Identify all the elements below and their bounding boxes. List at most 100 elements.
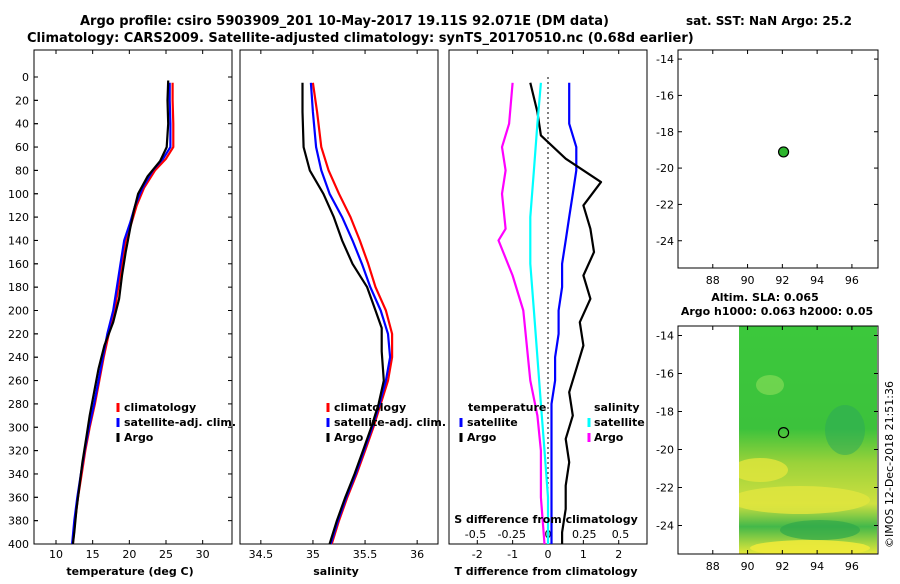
series-line-argo (301, 82, 385, 545)
s-diff-tick-label: 0.25 (572, 528, 597, 541)
sla-map-title-line1: Altim. SLA: 0.065 (711, 291, 818, 304)
map-y-tick-label: -16 (656, 89, 674, 102)
temperature-panel-frame (33, 49, 233, 545)
series-line-t-satellite (550, 82, 578, 544)
x-tick-label: 34.5 (249, 548, 274, 561)
map-y-tick-label: -22 (656, 198, 674, 211)
depth-tick-label: 220 (8, 328, 29, 341)
depth-tick-label: 40 (15, 118, 29, 131)
sst-map: 88 90 92 94 96 -14 -16 -18 -20 -22 -24 (656, 50, 878, 287)
legend-t-satellite-label: satellite (467, 416, 518, 429)
sla-map-frame-border (677, 325, 879, 555)
s-diff-tick-label: -0.25 (498, 528, 526, 541)
sst-map-title: sat. SST: NaN Argo: 25.2 (686, 14, 852, 28)
x-tick-label: 20 (122, 548, 136, 561)
map-x-tick-label: 88 (706, 560, 720, 573)
map-y-tick-label: -14 (656, 330, 674, 343)
depth-tick-label: 140 (8, 234, 29, 247)
depth-tick-label: 380 (8, 515, 29, 528)
sst-map-frame (677, 49, 879, 269)
temperature-legend: climatology satellite-adj. clim. Argo (116, 401, 236, 444)
map-y-tick-label: -18 (656, 126, 674, 139)
map-y-tick-label: -20 (656, 162, 674, 175)
series-line-climatology (71, 82, 175, 545)
map-y-tick-label: -24 (656, 235, 674, 248)
legend-argo-label: Argo (124, 431, 154, 444)
series-line-s-satellite (529, 82, 550, 544)
x-tick-label: 1 (580, 548, 587, 561)
sla-map-title-line2: Argo h1000: 0.063 h2000: 0.05 (681, 305, 873, 318)
map-x-tick-label: 90 (741, 274, 755, 287)
salinity-xlabel: salinity (313, 565, 359, 578)
x-tick-label: 15 (86, 548, 100, 561)
map-x-tick-label: 88 (706, 274, 720, 287)
depth-tick-label: 100 (8, 188, 29, 201)
temperature-plot: 10 15 20 25 30 (34, 50, 232, 561)
legend-temperature-title: temperature (468, 401, 546, 414)
map-y-tick-label: -16 (656, 368, 674, 381)
salinity-panel-frame (239, 49, 439, 545)
series-line-argo (71, 80, 170, 545)
difference-xlabel2: S difference from climatology (454, 513, 638, 526)
legend-climatology-label: climatology (124, 401, 196, 414)
sla-field-patch (756, 375, 784, 395)
series-line-satellite-adj-clim- (71, 82, 172, 545)
map-x-tick-label: 96 (845, 560, 859, 573)
legend-salinity-title: salinity (594, 401, 640, 414)
depth-tick-label: 360 (8, 491, 29, 504)
series-line-t-argo (529, 82, 603, 544)
sla-field-patch (739, 486, 870, 514)
depth-tick-label: 320 (8, 445, 29, 458)
map-x-tick-label: 96 (845, 274, 859, 287)
series-line-climatology (311, 82, 394, 545)
depth-tick-label: 120 (8, 211, 29, 224)
legend-s-satellite-label: satellite (594, 416, 645, 429)
depth-axis: 0 20 40 60 80 100 120 140 160 180 200 220 240 260 280 3… (8, 71, 38, 551)
sla-field-patch (750, 540, 870, 554)
series-line-s-argo (497, 82, 546, 545)
s-diff-tick-label: -0.5 (465, 528, 486, 541)
float-position-marker (777, 146, 790, 158)
map-y-tick-label: -24 (656, 520, 674, 533)
depth-tick-label: 260 (8, 375, 29, 388)
depth-tick-label: 60 (15, 141, 29, 154)
depth-tick-label: 80 (15, 164, 29, 177)
salinity-legend: climatology satellite-adj. clim. Argo (326, 401, 446, 444)
sla-field-patch (739, 458, 788, 482)
x-tick-label: 10 (49, 548, 63, 561)
map-x-tick-label: 90 (741, 560, 755, 573)
depth-tick-label: 200 (8, 305, 29, 318)
x-tick-label: 35.5 (353, 548, 378, 561)
depth-tick-label: 280 (8, 398, 29, 411)
depth-tick-label: 340 (8, 468, 29, 481)
difference-legend: temperature satellite Argo salinity sate… (459, 401, 645, 444)
x-tick-label: 36 (410, 548, 424, 561)
map-x-tick-label: 94 (810, 274, 824, 287)
legend-argo-label: Argo (334, 431, 364, 444)
legend-t-argo-label: Argo (467, 431, 497, 444)
footer-timestamp: ©IMOS 12-Dec-2018 21:51:36 (883, 381, 896, 548)
depth-tick-label: 0 (22, 71, 29, 84)
s-diff-tick-label: 0.5 (612, 528, 630, 541)
map-x-tick-label: 92 (775, 560, 789, 573)
x-tick-label: 25 (159, 548, 173, 561)
depth-tick-label: 400 (8, 538, 29, 551)
x-tick-label: 0 (545, 548, 552, 561)
map-x-tick-label: 94 (810, 560, 824, 573)
temperature-xlabel: temperature (deg C) (66, 565, 193, 578)
legend-s-argo-label: Argo (594, 431, 624, 444)
float-position-marker (777, 426, 790, 439)
sla-field (739, 326, 877, 554)
legend-satellite-label: satellite-adj. clim. (124, 416, 236, 429)
difference-plot: -2 -1 0 1 2-0.5 -0.25 0 0.25 0.5 (465, 50, 629, 561)
x-tick-label: -1 (507, 548, 518, 561)
sla-field-patch (825, 405, 865, 455)
x-tick-label: 35 (306, 548, 320, 561)
figure-title-line2: Climatology: CARS2009. Satellite-adjuste… (27, 31, 694, 46)
map-y-tick-label: -22 (656, 482, 674, 495)
depth-tick-label: 240 (8, 351, 29, 364)
depth-tick-label: 300 (8, 421, 29, 434)
map-y-tick-label: -18 (656, 406, 674, 419)
x-tick-label: -2 (472, 548, 483, 561)
legend-climatology-label: climatology (334, 401, 406, 414)
